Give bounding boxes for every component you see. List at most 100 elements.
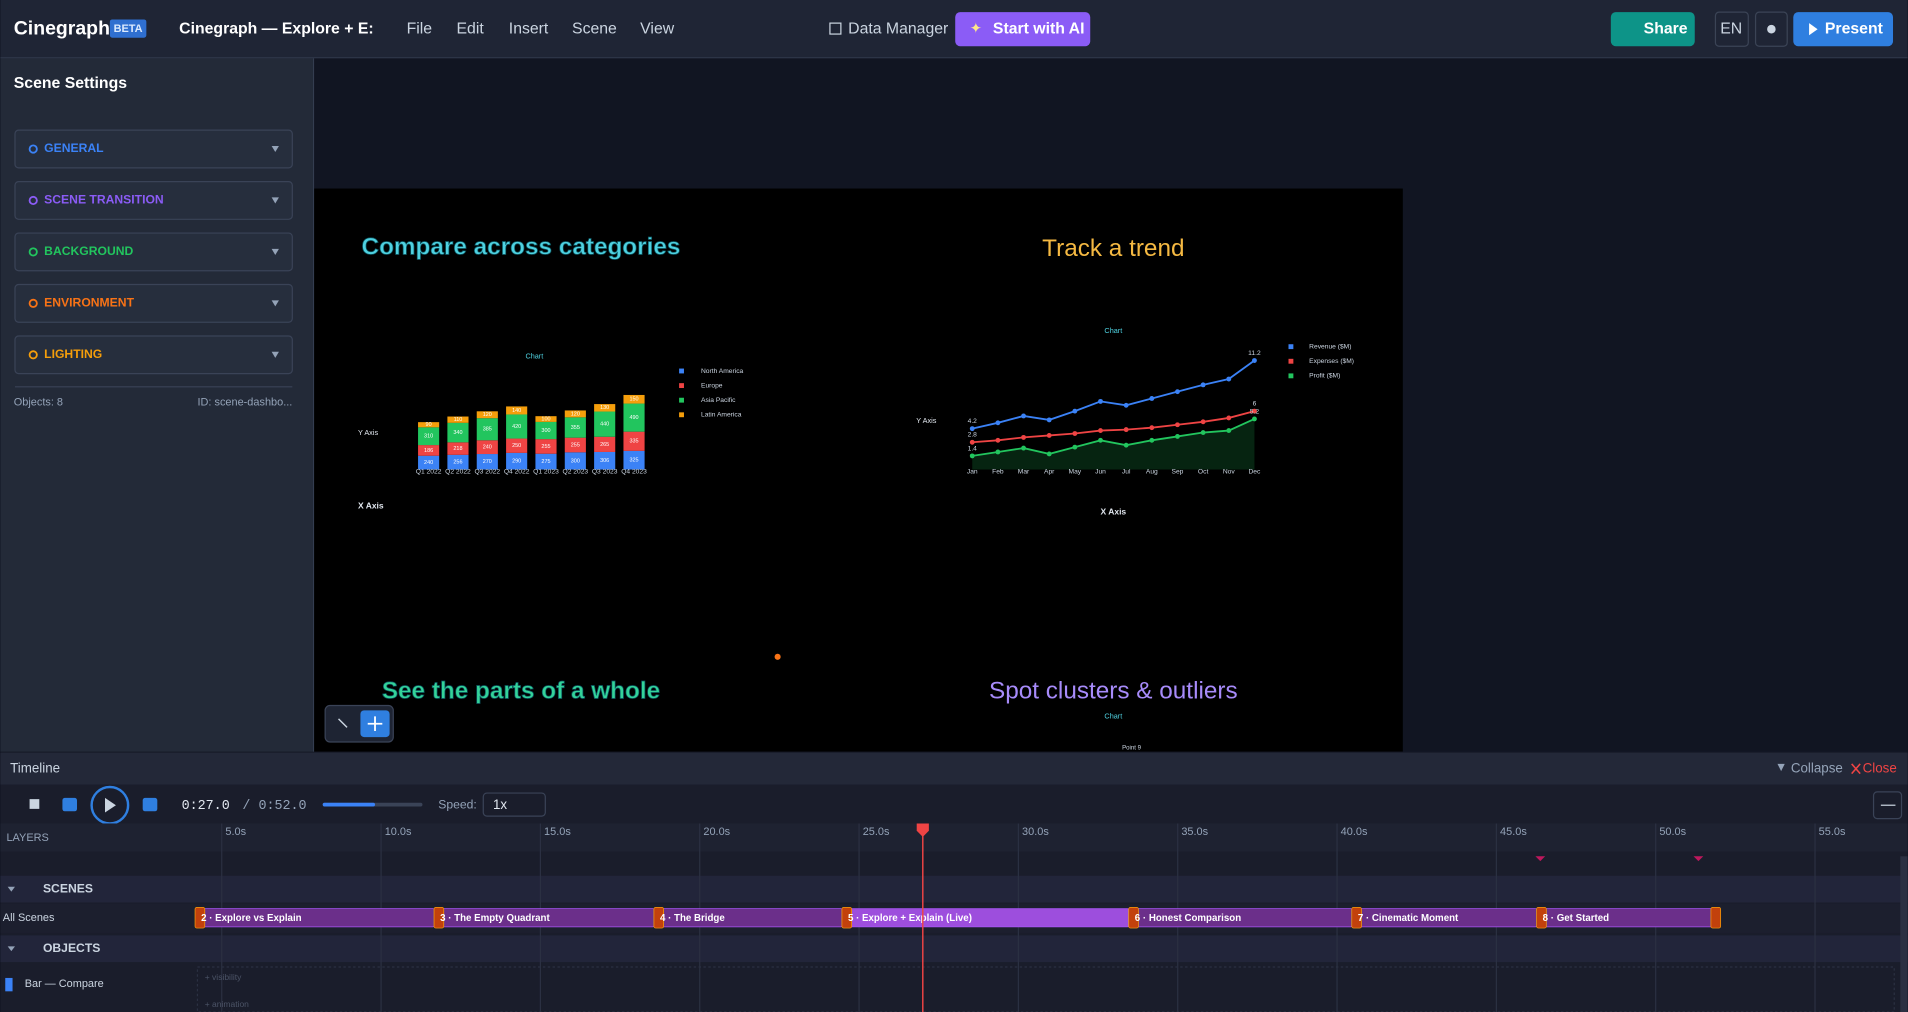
collapse-arrow [7,946,15,952]
clip-handle[interactable] [841,907,853,929]
bar-segment [594,436,616,452]
close[interactable]: Close [1863,760,1897,775]
clip-label[interactable]: 8 · Get Started [1543,913,1609,924]
brand: Cinegraph [14,17,110,39]
menu-item[interactable]: File [407,20,433,37]
collapse[interactable]: Collapse [1791,760,1843,775]
bar-value: 355 [571,425,580,431]
select-tool[interactable] [338,718,348,728]
legend-label: Profit ($M) [1309,373,1340,380]
sidebar-title: Scene Settings [14,75,127,92]
clip-label[interactable]: 4 · The Bridge [660,913,725,924]
bar-segment [535,439,557,454]
tick-label: 45.0s [1500,826,1527,838]
bar-segment [418,422,440,428]
track-add[interactable]: + visibility [205,972,242,982]
bar-segment [506,414,528,439]
lang-label[interactable]: EN [1720,20,1742,37]
chart-title: Chart [525,351,543,360]
section-label[interactable]: BACKGROUND [44,244,133,258]
clip-handle[interactable] [1128,907,1139,929]
section-icon [28,195,38,206]
menu-item[interactable]: View [640,20,675,37]
section[interactable] [14,129,293,169]
x-tick-label: Mar [1018,469,1030,476]
present-button[interactable] [1793,12,1894,47]
forward[interactable] [142,797,158,812]
section[interactable] [14,335,293,375]
x-tick-label: Dec [1249,469,1262,476]
bar-segment [447,442,469,455]
x-tick-label: Q1 2023 [533,469,559,476]
point [1123,427,1129,433]
ai-label[interactable]: Start with AI [993,20,1085,37]
track-add[interactable]: + animation [205,999,249,1009]
point [1175,422,1180,428]
clip-handle[interactable] [1710,907,1722,929]
clip-label[interactable]: 5 · Explore + Explain (Live) [848,913,972,924]
menu-item[interactable]: Edit [457,20,485,37]
clip-handle[interactable] [433,907,445,929]
bar-value: 340 [453,430,462,436]
clip-handle[interactable] [194,907,206,929]
ai-button[interactable] [955,12,1091,47]
present-label[interactable]: Present [1825,20,1884,37]
bar-segment [564,410,586,418]
speed-label: Speed: [438,797,477,811]
clip-label[interactable]: 2 · Explore vs Explain [201,913,302,924]
doc-title: Cinegraph — Explore + E: [179,20,373,37]
playhead-handle[interactable] [916,823,929,837]
theme-button[interactable] [1754,11,1788,47]
rewind[interactable] [62,797,78,812]
panel-title: Compare across categories [362,234,681,261]
speed-value[interactable]: 1x [493,797,507,812]
section-icon [28,144,38,154]
share-label[interactable]: Share [1644,20,1688,37]
chevron [271,300,279,307]
duration: / 0:52.0 [242,799,306,814]
bar-value: 490 [629,415,638,421]
clip-label[interactable]: 3 · The Empty Quadrant [440,913,550,924]
clip-handle[interactable] [653,907,665,929]
bar-segment [594,411,616,437]
row-bg [0,935,1908,963]
bar-segment [594,451,616,470]
clip-label[interactable]: 6 · Honest Comparison [1135,913,1241,924]
section[interactable] [14,232,293,272]
menu-item[interactable]: Insert [509,20,549,37]
object-color [5,977,13,992]
legend-swatch [1288,344,1294,350]
bar-value: 186 [424,448,433,454]
x-tick-label: Q2 2022 [445,469,471,476]
legend-label: North America [701,368,744,375]
point-value: 5.2 [1250,408,1260,415]
section-label[interactable]: ENVIRONMENT [44,296,134,310]
speed-select[interactable] [482,792,546,817]
legend-swatch [679,368,684,374]
bar-value: 250 [512,443,521,449]
section-label[interactable]: LIGHTING [44,347,102,361]
grid-icon [829,22,842,35]
menu-item[interactable]: Scene [572,20,617,37]
section-label[interactable]: GENERAL [44,141,104,155]
clip-handle[interactable] [1351,907,1362,929]
stage [314,188,1403,752]
bar-value: 256 [453,460,462,466]
lang-button[interactable] [1714,11,1749,47]
fit-button[interactable] [1872,791,1903,820]
x-tick-label: Jan [967,469,978,476]
y-axis-label: Y Axis [916,416,936,425]
section[interactable] [14,180,293,220]
stop[interactable] [29,799,40,809]
badge-bg [109,19,147,38]
share-button[interactable] [1610,12,1695,47]
point [969,439,975,445]
bar-value: 325 [629,458,638,464]
section[interactable] [14,283,293,323]
clip-label[interactable]: 7 · Cinematic Moment [1358,913,1459,924]
data-manager[interactable]: Data Manager [848,20,948,37]
section-label[interactable]: SCENE TRANSITION [44,193,164,207]
point [1252,408,1257,414]
clip-handle[interactable] [1536,907,1547,929]
row-bg [0,875,1908,903]
